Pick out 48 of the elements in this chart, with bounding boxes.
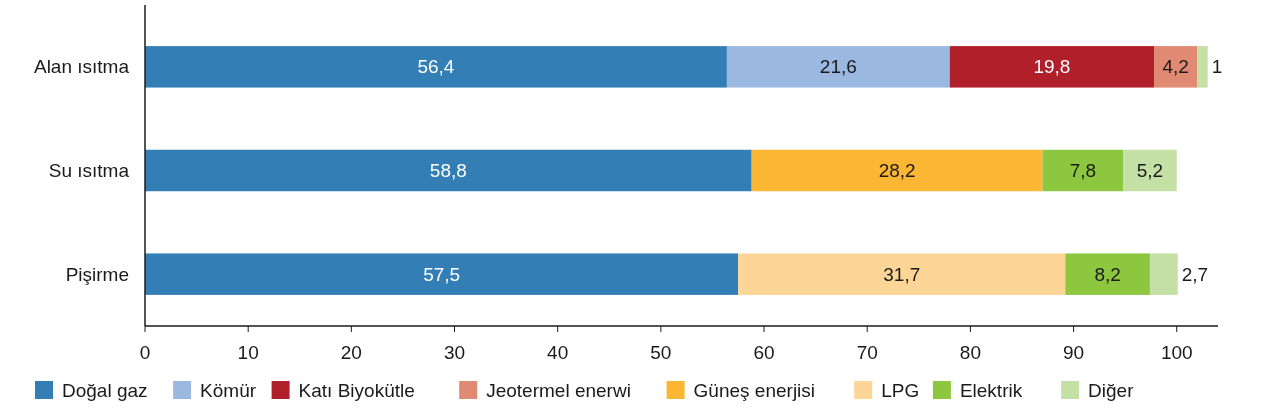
legend-label: Diğer — [1088, 379, 1135, 401]
legend-label: Doğal gaz — [62, 379, 148, 401]
x-tick-label: 20 — [340, 341, 362, 363]
bar — [738, 253, 1066, 295]
x-tick-label: 50 — [650, 341, 672, 363]
bar — [1149, 253, 1178, 295]
data-label: 19,8 — [1033, 56, 1071, 78]
bar — [1197, 46, 1208, 88]
data-label: 56,4 — [417, 56, 455, 78]
data-label: 28,2 — [878, 160, 916, 182]
y-tick-label: Alan ısıtma — [33, 56, 130, 78]
x-tick-label: 100 — [1160, 341, 1193, 363]
legend-label: Güneş enerjisi — [693, 379, 816, 401]
legend-label: Jeotermel enerwi — [486, 379, 631, 401]
x-tick-label: 60 — [753, 341, 775, 363]
y-tick-label: Pişirme — [65, 263, 129, 285]
data-label: 1 — [1211, 56, 1223, 78]
data-label: 57,5 — [423, 263, 461, 285]
legend-label: Katı Biyokütle — [298, 379, 415, 401]
bar — [1154, 46, 1198, 88]
x-tick-label: 70 — [856, 341, 878, 363]
x-tick-label: 0 — [139, 341, 151, 363]
x-tick-label: 40 — [547, 341, 569, 363]
x-tick-label: 10 — [237, 341, 259, 363]
data-label: 31,7 — [883, 263, 921, 285]
bar — [145, 253, 739, 295]
data-label: 58,8 — [429, 160, 467, 182]
bar — [949, 46, 1155, 88]
y-tick-label: Su ısıtma — [48, 160, 130, 182]
data-label: 7,8 — [1069, 160, 1097, 182]
x-tick-label: 80 — [959, 341, 981, 363]
bar — [145, 149, 752, 192]
legend-label: Kömür — [200, 379, 257, 401]
x-tick-label: 90 — [1062, 341, 1085, 363]
legend-label: Elektrik — [959, 379, 1023, 401]
bar — [726, 46, 950, 88]
data-label: 8,2 — [1094, 263, 1121, 285]
bar — [1042, 149, 1124, 192]
data-label: 21,6 — [819, 56, 857, 78]
data-label: 4,2 — [1162, 56, 1189, 78]
bar — [751, 149, 1043, 192]
legend-label: LPG — [881, 379, 920, 401]
bar — [1065, 253, 1150, 295]
bar — [145, 46, 727, 88]
x-tick-label: 30 — [443, 341, 466, 363]
data-label: 2,7 — [1181, 263, 1209, 285]
bar — [1123, 149, 1177, 192]
data-label: 5,2 — [1136, 160, 1164, 182]
